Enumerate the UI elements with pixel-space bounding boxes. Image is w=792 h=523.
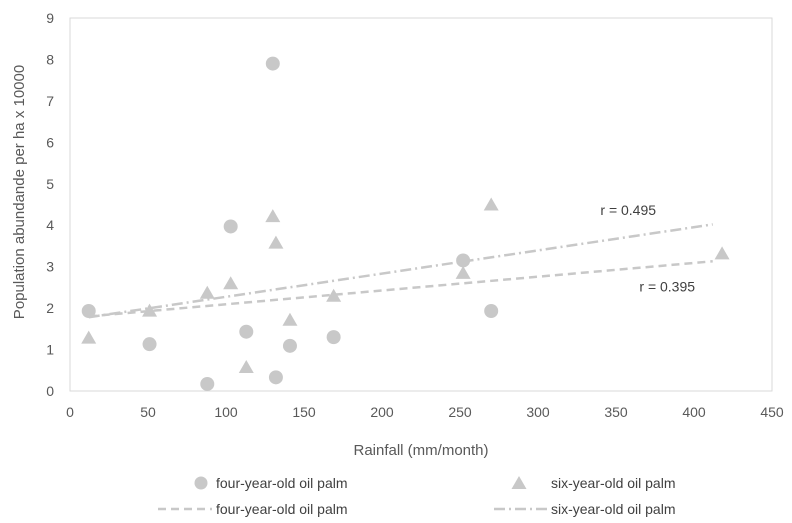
- data-point-circle-3: [223, 219, 238, 234]
- data-point-triangle-9: [455, 265, 471, 279]
- data-point-triangle-8: [326, 288, 342, 302]
- x-tick-labels: 0 50 100 150 200 250 300 350 400 450: [66, 404, 784, 420]
- legend-label-six-year-trend: six-year-old oil palm: [551, 501, 675, 517]
- x-tick-label-4: 200: [370, 404, 394, 420]
- x-axis-title: Rainfall (mm/month): [353, 442, 488, 459]
- y-tick-label-3: 3: [46, 259, 54, 275]
- x-tick-label-6: 300: [526, 404, 550, 420]
- data-point-circle-1: [142, 337, 157, 352]
- correlation-annotation-0: r = 0.495: [600, 202, 656, 218]
- trendline-0: [88, 260, 713, 318]
- y-tick-label-9: 9: [46, 10, 54, 26]
- trendline-1: [88, 223, 713, 319]
- data-point-triangle-7: [282, 312, 298, 326]
- data-point-triangle-5: [265, 209, 281, 223]
- x-tick-label-3: 150: [292, 404, 316, 420]
- data-point-circle-2: [200, 376, 215, 391]
- data-point-circle-7: [282, 338, 297, 353]
- data-point-triangle-0: [81, 330, 97, 344]
- y-tick-label-8: 8: [46, 51, 54, 67]
- y-tick-label-0: 0: [46, 383, 54, 399]
- y-tick-label-7: 7: [46, 93, 54, 109]
- data-point-triangle-4: [238, 359, 254, 373]
- legend-marker-four-year-circle: [194, 476, 208, 490]
- plot-area: [69, 17, 773, 392]
- x-tick-label-7: 350: [604, 404, 628, 420]
- x-tick-label-9: 450: [760, 404, 784, 420]
- y-tick-label-4: 4: [46, 217, 54, 233]
- data-point-triangle-6: [268, 235, 284, 249]
- legend-label-four-year-trend: four-year-old oil palm: [216, 501, 348, 517]
- x-tick-label-8: 400: [682, 404, 706, 420]
- data-point-triangle-3: [223, 276, 239, 290]
- y-tick-label-6: 6: [46, 134, 54, 150]
- data-point-triangle-2: [199, 285, 215, 299]
- data-point-circle-10: [484, 304, 499, 319]
- data-point-circle-8: [326, 330, 341, 345]
- y-tick-labels: 0 1 2 3 4 5 6 7 8 9: [46, 10, 54, 399]
- correlation-annotation-1: r = 0.395: [639, 279, 695, 295]
- y-axis-title: Population abundande per ha x 10000: [11, 65, 28, 319]
- data-point-circle-9: [456, 253, 471, 268]
- legend: four-year-old oil palm six-year-old oil …: [158, 475, 675, 517]
- y-tick-label-5: 5: [46, 176, 54, 192]
- data-point-triangle-11: [714, 246, 730, 260]
- y-tick-label-1: 1: [46, 342, 54, 358]
- chart-annotations: r = 0.495 r = 0.395: [600, 202, 695, 295]
- data-point-circle-6: [268, 370, 283, 385]
- legend-label-four-year-markers: four-year-old oil palm: [216, 475, 348, 491]
- legend-marker-six-year-triangle: [511, 476, 527, 489]
- x-tick-label-5: 250: [448, 404, 472, 420]
- y-tick-label-2: 2: [46, 300, 54, 316]
- data-point-circle-0: [81, 304, 96, 319]
- x-tick-label-0: 0: [66, 404, 74, 420]
- data-point-triangle-1: [142, 303, 158, 317]
- legend-label-six-year-markers: six-year-old oil palm: [551, 475, 675, 491]
- chart-marks: [81, 56, 730, 391]
- data-point-circle-4: [239, 324, 254, 339]
- x-tick-label-2: 100: [214, 404, 238, 420]
- x-tick-label-1: 50: [140, 404, 156, 420]
- data-point-triangle-10: [483, 197, 499, 211]
- data-point-circle-5: [265, 56, 280, 71]
